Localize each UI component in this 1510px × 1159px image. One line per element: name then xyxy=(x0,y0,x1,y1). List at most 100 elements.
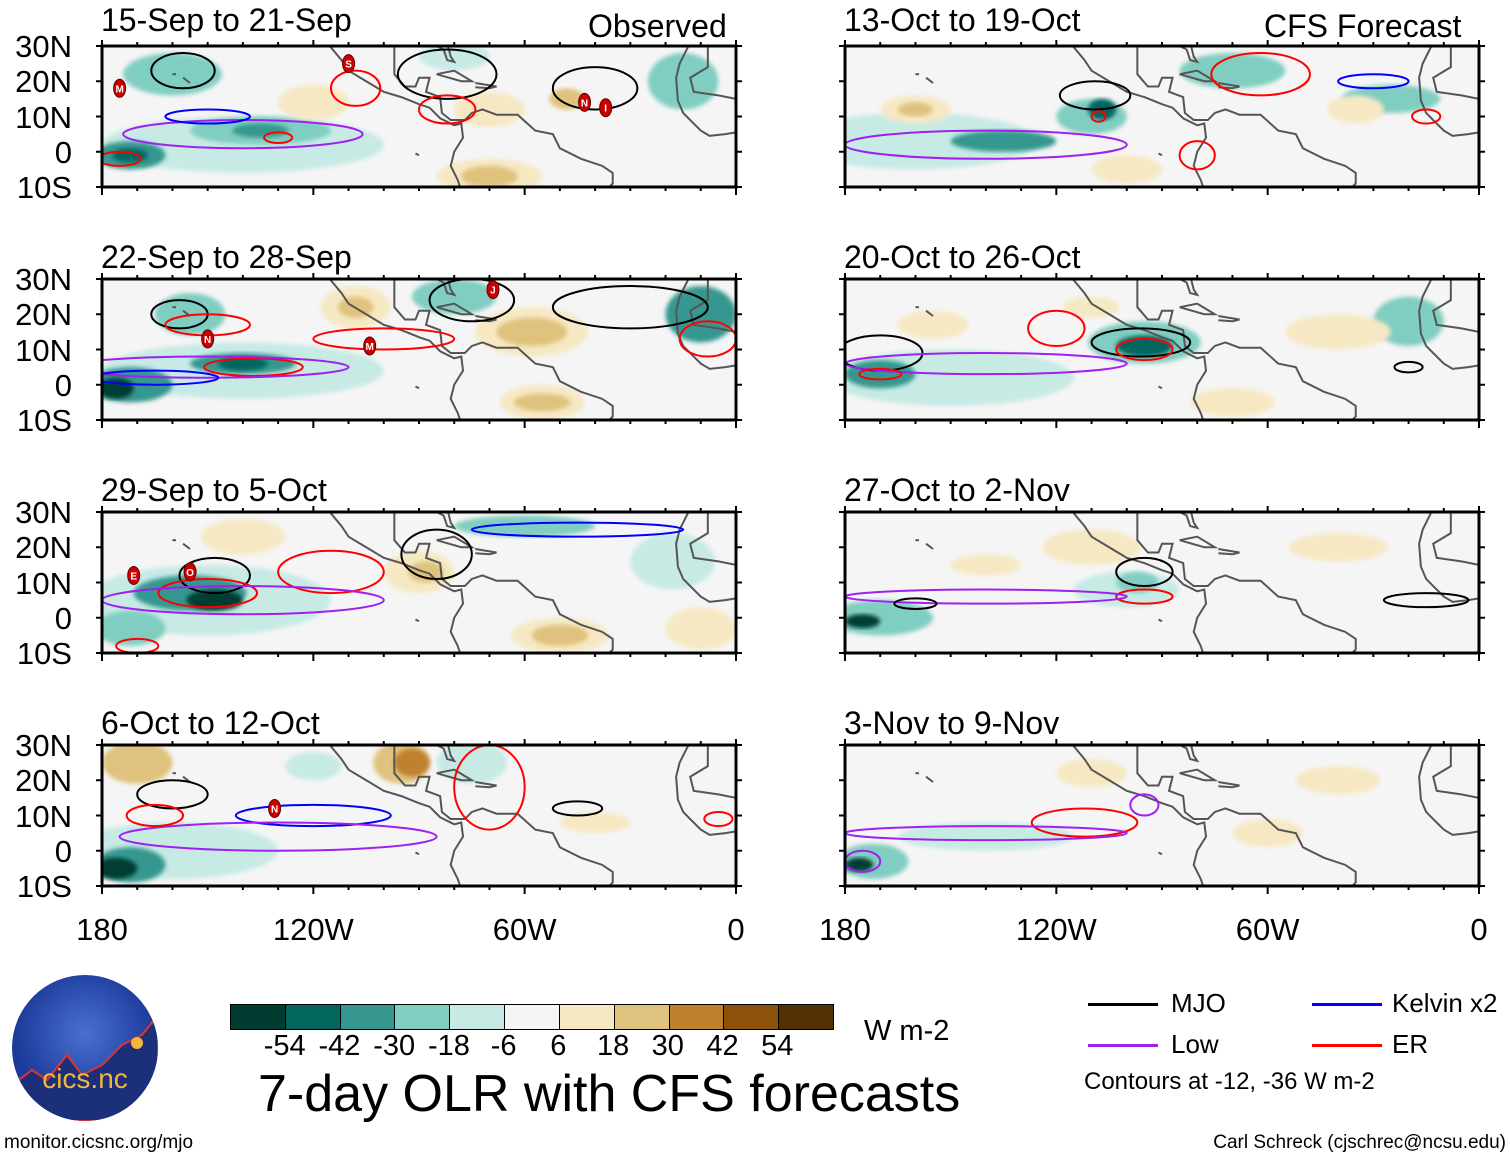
lat-label: 10N xyxy=(15,332,72,368)
panel-title: 27-Oct to 2-Nov xyxy=(844,472,1070,508)
coastline xyxy=(1158,618,1163,623)
tropical-cyclone-icon: I xyxy=(599,98,613,118)
lat-label: 20N xyxy=(15,297,72,333)
olr-anomaly-shading xyxy=(102,377,134,399)
mjo-contour xyxy=(150,52,216,90)
map-background xyxy=(845,745,1479,886)
legend-low-line xyxy=(1088,1044,1158,1047)
olr-anomaly-shading xyxy=(845,614,881,629)
legend-mjo-label: MJO xyxy=(1171,988,1226,1018)
coastline xyxy=(1177,745,1200,763)
lat-label: 10S xyxy=(16,869,72,904)
olr-anomaly-shading xyxy=(436,745,508,784)
forecast-label: CFS Forecast xyxy=(1264,8,1462,44)
mjo-contour xyxy=(551,800,604,817)
storm-letter: I xyxy=(604,104,607,115)
tropical-cyclone-icon: E xyxy=(127,565,141,585)
olr-anomaly-shading xyxy=(845,360,916,389)
olr-anomaly-shading xyxy=(897,822,1074,851)
olr-anomaly-shading xyxy=(1116,571,1159,594)
lat-label: 0 xyxy=(54,833,72,869)
coastline xyxy=(1418,745,1479,836)
er-contour xyxy=(453,745,526,831)
storm-letter: N xyxy=(271,804,278,815)
coastline xyxy=(415,385,420,390)
olr-anomaly-shading xyxy=(1373,296,1444,346)
legend-kelvin-label: Kelvin x2 xyxy=(1392,988,1498,1018)
olr-anomaly-shading xyxy=(950,554,1022,576)
storm-letter: S xyxy=(345,60,352,71)
er-contour xyxy=(1411,108,1442,125)
lat-label: 10N xyxy=(15,798,72,834)
olr-anomaly-shading xyxy=(394,748,430,777)
observed-label: Observed xyxy=(588,8,727,44)
figure-title: 7-day OLR with CFS forecasts xyxy=(258,1065,961,1123)
coastline xyxy=(1177,512,1200,530)
coastline xyxy=(1071,279,1208,420)
lat-label: 20N xyxy=(15,530,72,566)
colorbar-swatch xyxy=(668,1005,724,1029)
tropical-cyclone-icon: M xyxy=(113,78,127,98)
olr-map-panel: N M J xyxy=(96,273,742,428)
lat-label: 0 xyxy=(54,134,72,170)
coastline xyxy=(393,512,614,653)
er-contour xyxy=(703,810,734,828)
olr-anomaly-shading xyxy=(1190,388,1275,417)
colorbar-label: 6 xyxy=(550,1030,567,1062)
olr-anomaly-shading xyxy=(461,165,518,187)
colorbar-swatch xyxy=(558,1005,614,1029)
er-contour xyxy=(1030,807,1139,838)
low-contour xyxy=(118,821,438,852)
coastline xyxy=(1432,512,1479,566)
olr-anomaly-shading xyxy=(897,102,934,117)
coastline xyxy=(1177,46,1200,64)
olr-anomaly-shading xyxy=(496,317,567,346)
olr-anomaly-shading xyxy=(200,519,286,555)
storm-letter: N xyxy=(204,335,211,346)
mjo-contour xyxy=(136,779,209,810)
coastline xyxy=(415,618,420,623)
coastline xyxy=(1432,745,1479,799)
kelvin-contour xyxy=(470,521,685,538)
panel-title: 22-Sep to 28-Sep xyxy=(101,239,352,275)
colorbar-swatch xyxy=(778,1005,833,1029)
coastline xyxy=(675,46,736,137)
panel-title: 3-Nov to 9-Nov xyxy=(844,705,1060,741)
olr-map-panel xyxy=(839,40,1485,195)
tropical-cyclone-icon: S xyxy=(342,54,356,74)
olr-anomaly-shading xyxy=(1285,314,1391,350)
olr-anomaly-shading xyxy=(665,607,736,650)
lon-label: 180 xyxy=(819,912,871,947)
coastline xyxy=(436,302,476,316)
colorbar-units: W m-2 xyxy=(864,1015,950,1047)
er-contour xyxy=(1178,140,1216,171)
coastline xyxy=(434,745,457,763)
er-contour xyxy=(418,94,477,125)
coastline xyxy=(475,548,497,556)
olr-anomaly-shading xyxy=(950,130,1057,152)
lat-label: 10N xyxy=(15,565,72,601)
coastline xyxy=(1418,279,1479,370)
colorbar-swatch xyxy=(504,1005,559,1029)
panel-title: 15-Sep to 21-Sep xyxy=(101,2,352,38)
coastline xyxy=(925,309,934,317)
colorbar-swatch xyxy=(449,1005,505,1029)
colorbar-label: 42 xyxy=(706,1030,739,1062)
er-contour xyxy=(1115,337,1174,362)
mjo-contour xyxy=(400,528,473,580)
olr-anomaly-shading xyxy=(232,123,289,138)
footer-url[interactable]: monitor.cicsnc.org/mjo xyxy=(4,1132,194,1153)
storm-letter: E xyxy=(130,571,137,582)
colorbar-swatch xyxy=(613,1005,669,1029)
coastline xyxy=(393,745,614,886)
storm-letter: M xyxy=(115,84,123,95)
colorbar-label: 54 xyxy=(761,1030,794,1062)
olr-anomaly-shading xyxy=(549,88,585,110)
olr-anomaly-shading xyxy=(1091,155,1162,184)
lat-label: 30N xyxy=(15,29,72,64)
coastline xyxy=(475,781,497,789)
er-contour xyxy=(263,131,294,144)
lat-label: 30N xyxy=(15,495,72,530)
olr-anomaly-shading xyxy=(897,310,969,339)
